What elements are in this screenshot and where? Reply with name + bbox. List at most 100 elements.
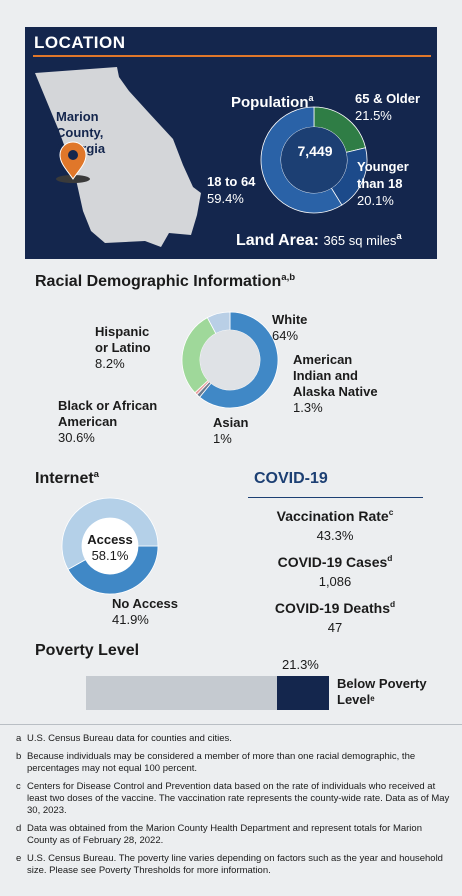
- covid-deaths-footnote-ref: d: [390, 599, 396, 609]
- poverty-title: Poverty Level: [35, 642, 140, 659]
- footnote-c-text: Centers for Disease Control and Preventi…: [27, 781, 450, 816]
- footnote-a-key: a: [16, 733, 22, 744]
- footnote-b-text: Because individuals may be considered a …: [27, 751, 416, 774]
- label-black-text-2: American: [58, 414, 118, 429]
- label-younger-text-1: Younger: [357, 159, 409, 174]
- label-aian-text-1: American: [293, 352, 353, 367]
- vaccination-footnote-ref: c: [388, 507, 394, 517]
- label-no-access-pct: 41.9%: [112, 612, 149, 627]
- poverty-label-line-1: Below Poverty: [337, 676, 427, 691]
- label-younger-text-2: than 18: [357, 176, 403, 191]
- race-title-text: Racial Demographic Information: [35, 273, 282, 290]
- population-title: Populationa: [231, 93, 314, 111]
- label-65-older-pct: 21.5%: [355, 108, 392, 123]
- poverty-label: Below Poverty Levele: [337, 676, 427, 708]
- location-title: LOCATION: [34, 33, 126, 52]
- label-no-access: No Access 41.9%: [112, 596, 178, 628]
- covid-deaths-value: 47: [327, 620, 343, 635]
- population-total: 7,449: [297, 143, 333, 159]
- label-18-64: 18 to 64 59.4%: [207, 173, 255, 207]
- label-asian-text: Asian: [213, 415, 249, 430]
- footnote-e-text: U.S. Census Bureau. The poverty line var…: [27, 853, 443, 876]
- label-aian-text-3: Alaska Native: [293, 384, 378, 399]
- land-area-footnote-ref: a: [396, 231, 402, 242]
- poverty-pct: 21.3%: [282, 657, 319, 672]
- title-underline: [33, 55, 431, 57]
- land-area: Land Area: 365 sq milesa: [236, 231, 402, 250]
- footnote-a: a U.S. Census Bureau data for counties an…: [16, 733, 452, 745]
- label-access: Access 58.1%: [60, 532, 160, 564]
- label-access-text: Access: [87, 532, 133, 547]
- covid-title: COVID-19: [254, 470, 328, 487]
- label-white-text: White: [272, 312, 308, 327]
- population-hole: [281, 127, 347, 193]
- label-asian-pct: 1%: [213, 431, 232, 446]
- label-no-access-text: No Access: [112, 596, 178, 611]
- location-pin-icon: [56, 141, 90, 183]
- internet-title: Interneta: [35, 469, 100, 488]
- georgia-map: [35, 67, 201, 247]
- footnote-c-key: c: [16, 781, 21, 792]
- label-black: Black or African American 30.6%: [58, 398, 157, 446]
- race-footnote-ref: a,b: [281, 272, 296, 283]
- label-18-64-text: 18 to 64: [207, 174, 256, 189]
- internet-footnote-ref: a: [93, 469, 100, 480]
- county-line-2: County,: [56, 125, 104, 140]
- label-hispanic-text-1: Hispanic: [95, 324, 150, 339]
- label-hispanic-pct: 8.2%: [95, 356, 125, 371]
- internet-title-text: Internet: [35, 470, 94, 487]
- footnote-b-key: b: [16, 751, 22, 762]
- land-area-label: Land Area:: [236, 232, 319, 249]
- label-access-pct: 58.1%: [91, 548, 129, 563]
- label-white-pct: 64%: [272, 328, 299, 343]
- footnote-d-text: Data was obtained from the Marion County…: [27, 823, 422, 846]
- county-line-1: Marion: [56, 109, 99, 124]
- internet-hole: [82, 518, 138, 574]
- race-donut: [181, 311, 279, 409]
- label-black-text-1: Black or African: [58, 398, 158, 413]
- poverty-label-line-2: Level: [337, 692, 371, 707]
- covid-divider: [248, 497, 423, 498]
- label-younger-pct: 20.1%: [357, 193, 394, 208]
- label-65-older-text: 65 & Older: [355, 91, 421, 106]
- footnote-d: d Data was obtained from the Marion Count…: [16, 823, 452, 847]
- population-footnote-ref: a: [308, 93, 314, 103]
- internet-donut: [61, 497, 159, 595]
- label-asian: Asian 1%: [213, 415, 248, 447]
- race-title: Racial Demographic Informationa,b: [35, 272, 296, 291]
- footnote-b: b Because individuals may be considered a…: [16, 751, 452, 775]
- vaccination-rate-value: 43.3%: [316, 528, 354, 543]
- footnote-a-text: U.S. Census Bureau data for counties and…: [27, 733, 232, 744]
- population-title-text: Population: [231, 94, 309, 111]
- covid-cases-value: 1,086: [318, 574, 352, 589]
- covid-cases-label: COVID-19 Casesd: [245, 553, 425, 570]
- label-younger-18: Younger than 18 20.1%: [357, 158, 409, 209]
- label-65-older: 65 & Older 21.5%: [355, 90, 420, 124]
- covid-deaths-label: COVID-19 Deathsd: [245, 599, 425, 616]
- covid-cases-footnote-ref: d: [387, 553, 393, 563]
- label-hispanic: Hispanic or Latino 8.2%: [95, 324, 151, 372]
- footnotes-divider: [0, 724, 462, 725]
- label-hispanic-text-2: or Latino: [95, 340, 151, 355]
- label-white: White 64%: [272, 312, 307, 344]
- footnote-d-key: d: [16, 823, 22, 834]
- covid-cases-text: COVID-19 Cases: [277, 554, 388, 570]
- footnote-c: c Centers for Disease Control and Prevent…: [16, 781, 452, 817]
- label-aian-pct: 1.3%: [293, 400, 323, 415]
- label-black-pct: 30.6%: [58, 430, 95, 445]
- land-area-value: 365 sq miles: [323, 233, 397, 248]
- poverty-bar-fill: [277, 676, 329, 710]
- label-18-64-pct: 59.4%: [207, 191, 244, 206]
- population-donut: [260, 106, 368, 214]
- covid-deaths-text: COVID-19 Deaths: [274, 600, 391, 616]
- vaccination-rate-label: Vaccination Ratec: [245, 507, 425, 524]
- location-panel: LOCATION Marion County, Georgia Populati…: [25, 27, 437, 259]
- vaccination-rate-text: Vaccination Rate: [276, 508, 389, 524]
- footnote-e: e U.S. Census Bureau. The poverty line va…: [16, 853, 452, 877]
- poverty-footnote-ref: e: [370, 694, 375, 703]
- label-aian: American Indian and Alaska Native 1.3%: [293, 352, 378, 416]
- label-aian-text-2: Indian and: [293, 368, 358, 383]
- poverty-bar: [86, 676, 329, 710]
- footnote-e-key: e: [16, 853, 22, 864]
- race-hole: [200, 330, 260, 390]
